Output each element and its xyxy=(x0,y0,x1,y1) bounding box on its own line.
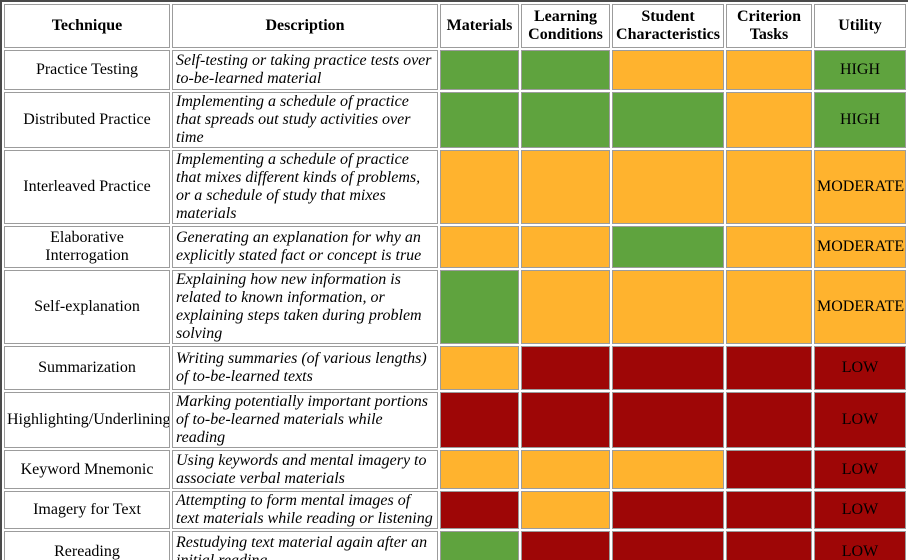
col-header-criterion-tasks: Criterion Tasks xyxy=(726,4,812,48)
rating-cell-materials xyxy=(440,450,519,489)
rating-cell-student-characteristics xyxy=(612,346,724,390)
rating-cell-student-characteristics xyxy=(612,491,724,529)
description-cell: Implementing a schedule of practice that… xyxy=(172,150,438,224)
utility-cell: LOW xyxy=(814,491,906,529)
description-cell: Writing summaries (of various lengths) o… xyxy=(172,346,438,390)
rating-cell-materials xyxy=(440,531,519,560)
technique-cell: Keyword Mnemonic xyxy=(4,450,170,489)
rating-cell-student-characteristics xyxy=(612,226,724,268)
description-cell: Generating an explanation for why an exp… xyxy=(172,226,438,268)
rating-cell-student-characteristics xyxy=(612,392,724,448)
rating-cell-criterion-tasks xyxy=(726,491,812,529)
table-row-practice-testing: Practice Testing Self-testing or taking … xyxy=(4,50,906,90)
utility-cell: MODERATE xyxy=(814,226,906,268)
col-header-description: Description xyxy=(172,4,438,48)
description-cell: Self-testing or taking practice tests ov… xyxy=(172,50,438,90)
table-row-rereading: Rereading Restudying text material again… xyxy=(4,531,906,560)
technique-cell: Practice Testing xyxy=(4,50,170,90)
table-body: Practice Testing Self-testing or taking … xyxy=(4,50,906,560)
col-header-learning-conditions: Learning Conditions xyxy=(521,4,610,48)
col-header-utility: Utility xyxy=(814,4,906,48)
utility-cell: LOW xyxy=(814,346,906,390)
description-cell: Attempting to form mental images of text… xyxy=(172,491,438,529)
rating-cell-learning-conditions xyxy=(521,150,610,224)
rating-cell-learning-conditions xyxy=(521,346,610,390)
technique-cell: Interleaved Practice xyxy=(4,150,170,224)
rating-cell-materials xyxy=(440,50,519,90)
description-cell: Explaining how new information is relate… xyxy=(172,270,438,344)
description-cell: Marking potentially important portions o… xyxy=(172,392,438,448)
description-cell: Restudying text material again after an … xyxy=(172,531,438,560)
table-header: Technique Description Materials Learning… xyxy=(4,4,906,48)
table-row-summarization: Summarization Writing summaries (of vari… xyxy=(4,346,906,390)
rating-cell-criterion-tasks xyxy=(726,392,812,448)
technique-cell: Imagery for Text xyxy=(4,491,170,529)
rating-cell-criterion-tasks xyxy=(726,531,812,560)
table-row-imagery-for-text: Imagery for Text Attempting to form ment… xyxy=(4,491,906,529)
utility-cell: HIGH xyxy=(814,50,906,90)
rating-cell-materials xyxy=(440,150,519,224)
rating-cell-student-characteristics xyxy=(612,450,724,489)
table-row-distributed-practice: Distributed Practice Implementing a sche… xyxy=(4,92,906,148)
col-header-student-characteristics: Student Characteristics xyxy=(612,4,724,48)
rating-cell-criterion-tasks xyxy=(726,50,812,90)
utility-cell: LOW xyxy=(814,392,906,448)
rating-cell-student-characteristics xyxy=(612,270,724,344)
utility-cell: HIGH xyxy=(814,92,906,148)
rating-cell-student-characteristics xyxy=(612,50,724,90)
table-row-highlighting-underlining: Highlighting/Underlining Marking potenti… xyxy=(4,392,906,448)
utility-cell: LOW xyxy=(814,531,906,560)
rating-cell-student-characteristics xyxy=(612,150,724,224)
rating-cell-materials xyxy=(440,226,519,268)
technique-cell: Elaborative Interrogation xyxy=(4,226,170,268)
rating-cell-learning-conditions xyxy=(521,531,610,560)
rating-cell-materials xyxy=(440,270,519,344)
rating-cell-criterion-tasks xyxy=(726,346,812,390)
rating-cell-materials xyxy=(440,491,519,529)
technique-cell: Self-explanation xyxy=(4,270,170,344)
utility-cell: MODERATE xyxy=(814,150,906,224)
rating-cell-student-characteristics xyxy=(612,92,724,148)
rating-cell-materials xyxy=(440,92,519,148)
col-header-materials: Materials xyxy=(440,4,519,48)
description-cell: Implementing a schedule of practice that… xyxy=(172,92,438,148)
technique-cell: Distributed Practice xyxy=(4,92,170,148)
technique-cell: Highlighting/Underlining xyxy=(4,392,170,448)
rating-cell-student-characteristics xyxy=(612,531,724,560)
rating-cell-criterion-tasks xyxy=(726,92,812,148)
rating-cell-criterion-tasks xyxy=(726,270,812,344)
table-row-elaborative-interrogation: Elaborative Interrogation Generating an … xyxy=(4,226,906,268)
rating-cell-learning-conditions xyxy=(521,270,610,344)
rating-cell-learning-conditions xyxy=(521,450,610,489)
rating-cell-criterion-tasks xyxy=(726,226,812,268)
rating-cell-criterion-tasks xyxy=(726,150,812,224)
rating-cell-learning-conditions xyxy=(521,226,610,268)
rating-cell-learning-conditions xyxy=(521,92,610,148)
rating-cell-learning-conditions xyxy=(521,392,610,448)
utility-cell: LOW xyxy=(814,450,906,489)
utility-cell: MODERATE xyxy=(814,270,906,344)
rating-cell-criterion-tasks xyxy=(726,450,812,489)
rating-cell-materials xyxy=(440,392,519,448)
header-row: Technique Description Materials Learning… xyxy=(4,4,906,48)
rating-cell-learning-conditions xyxy=(521,491,610,529)
rating-cell-materials xyxy=(440,346,519,390)
technique-cell: Rereading xyxy=(4,531,170,560)
col-header-technique: Technique xyxy=(4,4,170,48)
rating-cell-learning-conditions xyxy=(521,50,610,90)
technique-cell: Summarization xyxy=(4,346,170,390)
table-row-interleaved-practice: Interleaved Practice Implementing a sche… xyxy=(4,150,906,224)
table-row-keyword-mnemonic: Keyword Mnemonic Using keywords and ment… xyxy=(4,450,906,489)
description-cell: Using keywords and mental imagery to ass… xyxy=(172,450,438,489)
table-row-self-explanation: Self-explanation Explaining how new info… xyxy=(4,270,906,344)
